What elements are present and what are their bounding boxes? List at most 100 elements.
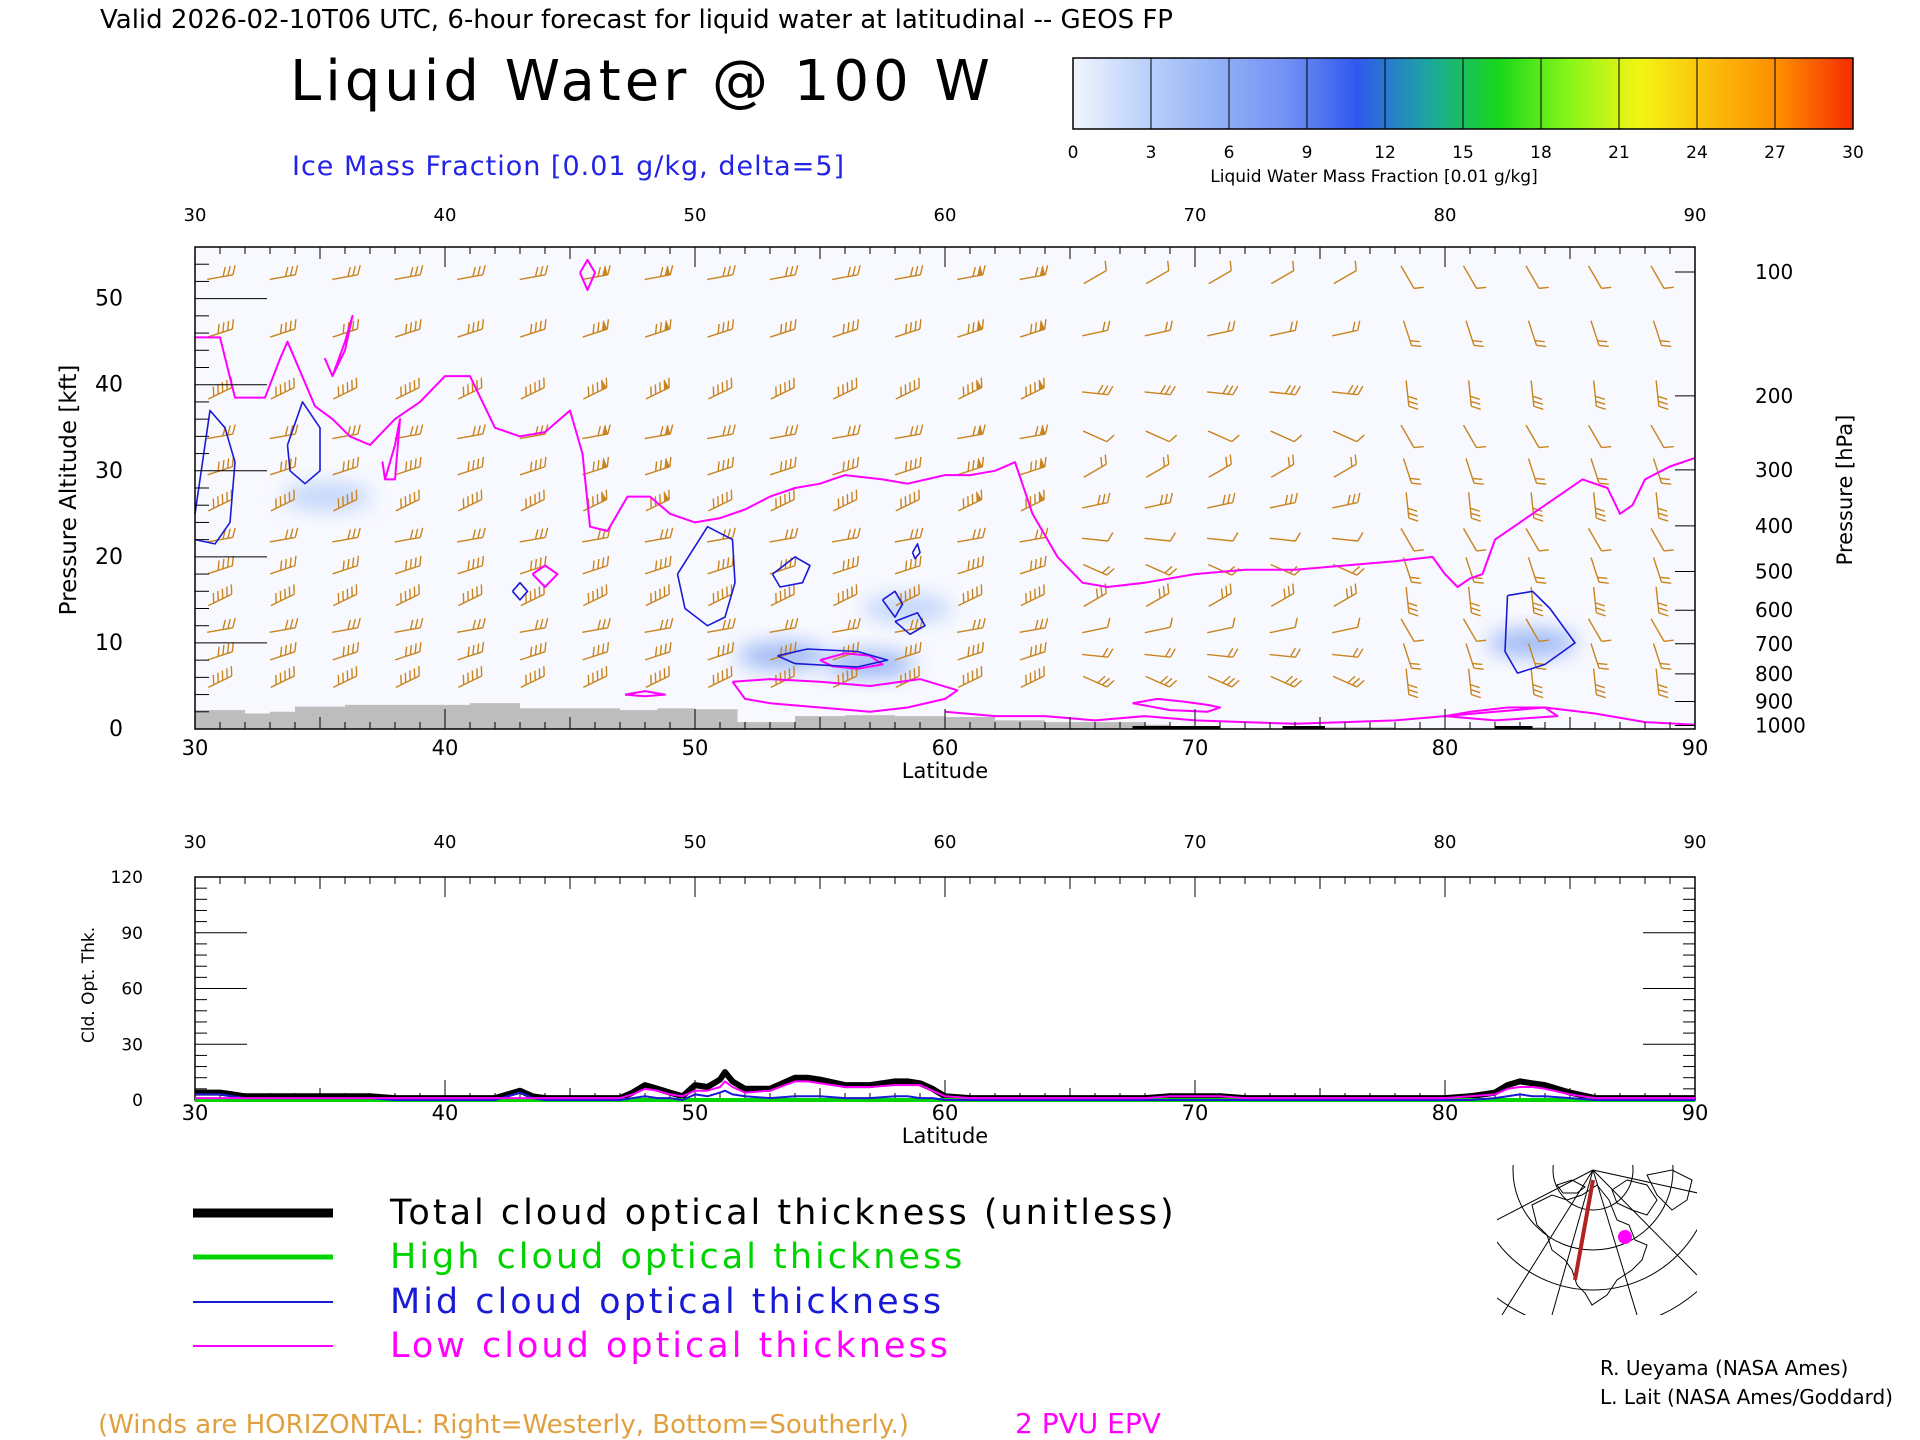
wind-barb (644, 641, 672, 661)
wind-barb (207, 618, 236, 633)
wind-barb (395, 666, 420, 688)
wind-barb (1206, 532, 1239, 542)
wind-barb (1400, 528, 1424, 552)
wind-barb (832, 618, 861, 633)
wind-barb (957, 618, 986, 633)
ice-mass-label: Ice Mass Fraction [0.01 g/kg, delta=5] (292, 151, 845, 182)
wind-barb (1145, 583, 1170, 607)
wind-barb (833, 377, 858, 400)
wind-barb (1332, 492, 1361, 509)
lower-y-tick-label: 90 (121, 924, 143, 944)
wind-barb (1208, 454, 1232, 478)
wind-barb (1525, 618, 1549, 642)
lower-top-tick-label: 80 (1434, 832, 1457, 853)
wind-barb (1269, 617, 1298, 634)
ice-contour (676, 525, 736, 627)
wind-barb (644, 555, 672, 575)
valid-line: Valid 2026-02-10T06 UTC, 6-hour forecast… (100, 5, 1173, 35)
mid-optical-thickness-line (195, 1089, 1695, 1101)
wind-barb (1145, 430, 1178, 443)
main-x-tick-label: 90 (1682, 736, 1709, 760)
wind-barb (208, 584, 233, 607)
wind-barb (270, 377, 295, 400)
wind-barb (644, 618, 674, 633)
wind-barb (1530, 380, 1544, 410)
wind-barb (1333, 454, 1357, 478)
main-x-tick-label: 70 (1182, 736, 1209, 760)
wind-barb (644, 424, 674, 440)
colorbar-tick-label: 12 (1374, 143, 1396, 163)
wind-barb (394, 319, 422, 338)
colorbar-tick-label: 18 (1530, 143, 1552, 163)
wind-barb (1020, 584, 1045, 607)
wind-barb (1655, 380, 1669, 410)
colorbar-tick-label: 24 (1686, 143, 1708, 163)
wind-barb (1208, 260, 1232, 285)
wind-barb (1587, 265, 1612, 290)
colorbar-tick-label: 27 (1764, 143, 1786, 163)
lower-y-tick-label: 120 (111, 868, 143, 888)
wind-barb (957, 319, 985, 338)
wind-barb (1655, 586, 1669, 617)
wind-barb (1144, 647, 1176, 658)
wind-barb (707, 618, 736, 633)
wind-barb (1525, 528, 1549, 552)
wind-barb (769, 456, 797, 476)
wind-barb (1530, 668, 1544, 699)
legend: Total cloud optical thickness (unitless)… (193, 1193, 1174, 1366)
epv-contour (324, 314, 354, 378)
wind-barb (394, 527, 424, 543)
wind-barb (1652, 320, 1672, 348)
legend-label-mid: Mid cloud optical thickness (390, 1282, 944, 1322)
wind-barb (269, 527, 299, 543)
colorbar-label: Liquid Water Mass Fraction [0.01 g/kg] (1210, 167, 1537, 187)
wind-barb (332, 618, 361, 633)
main-y-tick-label: 40 (95, 373, 123, 398)
wind-barb (1655, 668, 1669, 699)
ice-contour (777, 648, 889, 668)
wind-barb (708, 489, 733, 512)
wind-barb (707, 641, 735, 661)
wind-barb (457, 265, 486, 281)
wind-barb (1207, 617, 1236, 634)
wind-barb (395, 377, 420, 400)
wind-barb (1019, 555, 1047, 575)
wind-barb (394, 641, 422, 661)
wind-barb (1405, 586, 1419, 617)
wind-barb (1405, 668, 1419, 699)
wind-barb (207, 265, 236, 281)
wind-barb (1592, 586, 1606, 617)
wind-barb (1144, 320, 1173, 337)
wind-barb (457, 641, 485, 661)
wind-barb (333, 377, 358, 400)
lower-top-tick-label: 40 (434, 832, 457, 853)
colorbar-tick-label: 9 (1302, 143, 1313, 163)
wind-barb (769, 527, 799, 543)
wind-barb (1145, 260, 1170, 285)
ice-contour (194, 409, 236, 545)
wind-barb (1019, 456, 1047, 476)
lower-top-tick-label: 60 (934, 832, 957, 853)
wind-barb (333, 584, 358, 607)
wind-barb (458, 377, 483, 400)
colorbar-tick-label: 15 (1452, 143, 1474, 163)
wind-barb (894, 424, 924, 440)
wind-barb (958, 377, 983, 400)
lower-xlabel: Latitude (902, 1124, 988, 1148)
wind-barb (395, 584, 420, 607)
wind-barb (1207, 675, 1240, 688)
epv-contour (381, 418, 401, 481)
main-x-tick-label: 80 (1432, 736, 1459, 760)
wind-barb (644, 456, 672, 476)
wind-barb (645, 584, 670, 607)
wind-barb (1082, 675, 1115, 688)
wind-barb (1590, 557, 1609, 584)
wind-barb (333, 489, 358, 512)
wind-barb (1332, 430, 1365, 443)
main-top-tick-label: 70 (1184, 205, 1207, 226)
wind-barb (1208, 583, 1232, 607)
wind-barb (457, 319, 485, 338)
wind-barb (583, 666, 608, 688)
wind-barb (958, 489, 983, 512)
